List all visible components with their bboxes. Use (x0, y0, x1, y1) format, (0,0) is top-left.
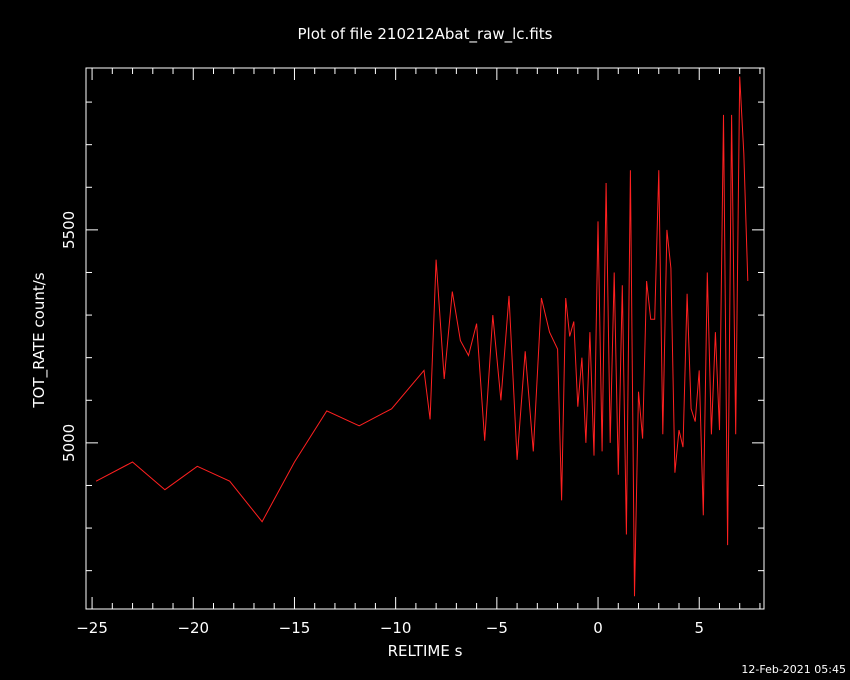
chart-title: Plot of file 210212Abat_raw_lc.fits (298, 25, 553, 44)
axis-tick-labels: −25 −20 −15 −10 −5 0 5 5000 5500 (60, 211, 704, 637)
x-tick-label: −5 (486, 619, 508, 637)
series-line (95, 76, 749, 597)
x-tick-label: 0 (593, 619, 603, 637)
y-tick-label: 5500 (60, 211, 78, 249)
x-axis-label: RELTIME s (388, 642, 463, 660)
x-tick-label: −25 (76, 619, 108, 637)
x-tick-label: −15 (279, 619, 311, 637)
plot-frame (85, 67, 765, 610)
x-tick-label: 5 (694, 619, 704, 637)
x-tick-label: −20 (177, 619, 209, 637)
y-tick-label: 5000 (60, 424, 78, 462)
y-axis-label: TOT_RATE count/s (30, 272, 49, 408)
footer-timestamp: 12-Feb-2021 05:45 (741, 663, 846, 676)
x-tick-label: −10 (380, 619, 412, 637)
axis-ticks (86, 68, 764, 609)
